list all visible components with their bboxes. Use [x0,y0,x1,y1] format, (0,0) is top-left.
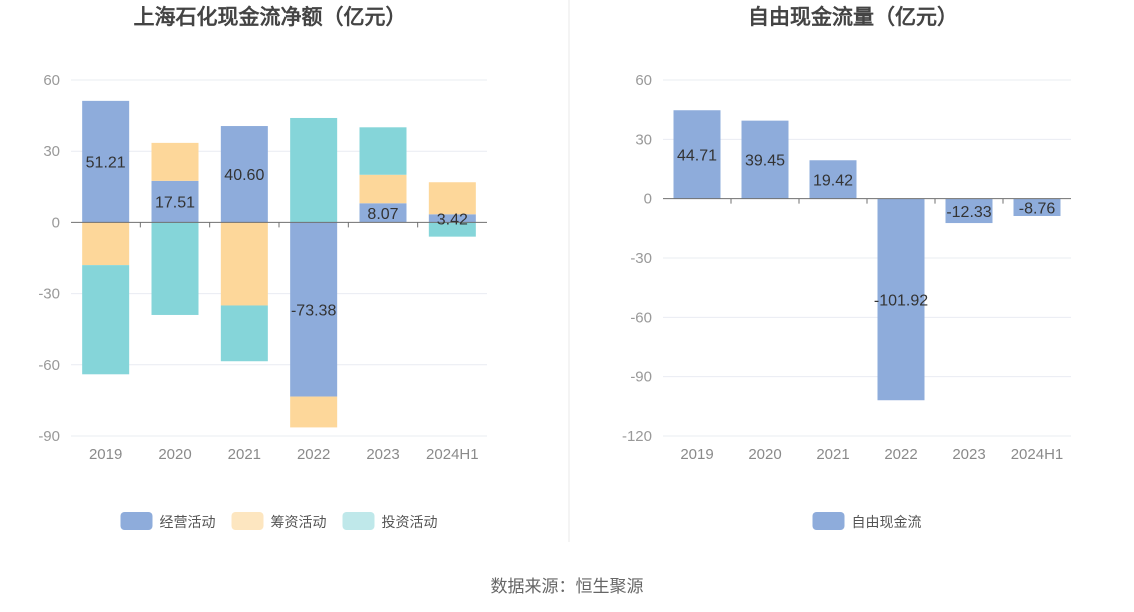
data-label: -73.38 [291,302,336,319]
x-tick-label: 2024H1 [1011,446,1064,463]
bar [673,110,721,199]
bars [82,100,476,428]
data-label: -101.92 [874,292,928,309]
bar [945,198,993,224]
y-tick-label: -90 [630,369,652,386]
y-tick-label: -30 [630,250,652,267]
x-tick-label: 2022 [297,446,330,463]
data-label: 51.21 [86,155,126,172]
y-tick-label: 60 [635,72,652,89]
x-axis-categories: 2019 2020 2021 2022 2023 2024H1 [89,446,479,463]
legend-label: 自由现金流 [852,514,922,530]
y-tick-label: -30 [38,286,60,303]
x-tick-label: 2019 [680,446,713,463]
bar [428,222,476,237]
legend-label: 筹资活动 [271,514,327,530]
grid-lines [663,79,1071,437]
y-tick-label: 0 [644,191,652,208]
x-tick-label: 2021 [228,446,261,463]
legend-swatch [812,512,845,530]
x-tick-label: 2020 [158,446,191,463]
x-tick-label: 2023 [366,446,399,463]
x-tick-label: 2020 [748,446,781,463]
bar [359,203,407,223]
data-label: -12.33 [946,204,991,221]
data-labels: 44.71 39.45 19.42 -101.92 -12.33 -8.76 [677,147,1055,309]
data-label: 17.51 [155,195,195,212]
data-label: -8.76 [1019,200,1056,217]
bar [877,198,925,401]
bar [290,396,338,428]
zero-axis [71,221,487,228]
y-tick-label: -90 [38,428,60,445]
legend-swatch [342,512,375,530]
bar [359,174,407,204]
legend-swatch [120,512,153,530]
legend-swatch [231,512,264,530]
y-axis-ticks: 60 30 0 -30 -60 -90 [38,72,60,445]
x-tick-label: 2023 [952,446,985,463]
y-axis-ticks: 60 30 0 -30 -60 -90 -120 [622,72,652,445]
x-tick-label: 2019 [89,446,122,463]
legend: 自由现金流 [812,512,922,530]
x-tick-label: 2022 [884,446,917,463]
data-label: 39.45 [745,153,785,170]
bar [82,222,130,266]
legend-label: 经营活动 [160,514,216,530]
free-cash-flow-chart: 自由现金流量（亿元） 60 30 0 -30 -60 -90 -120 44.71 39.45… [622,5,1071,530]
grid-lines [71,79,487,437]
data-label: 44.71 [677,147,717,164]
bar [428,214,476,223]
bar [1013,198,1061,216]
legend-label: 投资活动 [382,514,438,530]
y-tick-label: 30 [43,143,60,160]
y-tick-label: 0 [52,214,60,231]
bar [809,160,857,199]
data-label: 8.07 [367,206,398,223]
bars [673,110,1061,401]
bar [220,222,268,306]
bar [359,127,407,175]
zero-axis [663,198,1071,204]
bar [82,100,130,223]
bar [220,126,268,223]
y-tick-label: 60 [43,72,60,89]
data-label: 40.60 [224,167,264,184]
bar [290,222,338,397]
chart-title: 自由现金流量（亿元） [748,5,958,29]
x-tick-label: 2021 [816,446,849,463]
y-tick-label: -120 [622,428,652,445]
x-tick-label: 2024H1 [426,446,479,463]
x-axis-categories: 2019 2020 2021 2022 2023 2024H1 [680,446,1063,463]
bar [151,222,199,315]
bar [220,305,268,362]
source-note: 数据来源：恒生聚源 [491,577,644,596]
y-tick-label: -60 [38,357,60,374]
legend: 经营活动 筹资活动 投资活动 [120,512,438,530]
bar [151,180,199,223]
y-tick-label: 30 [635,131,652,148]
cash-flow-net-chart: 上海石化现金流净额（亿元） 60 30 0 -30 -60 -90 51.21 17.51 4… [38,5,487,530]
bar [290,117,338,223]
y-tick-label: -60 [630,309,652,326]
bar [151,142,199,181]
data-label: 19.42 [813,172,853,189]
data-label: 3.42 [437,211,468,228]
bar [82,265,130,375]
data-labels: 51.21 17.51 40.60 -73.38 8.07 3.42 [86,155,468,320]
bar [428,182,476,215]
bar [741,120,789,199]
chart-title: 上海石化现金流净额（亿元） [134,5,407,29]
